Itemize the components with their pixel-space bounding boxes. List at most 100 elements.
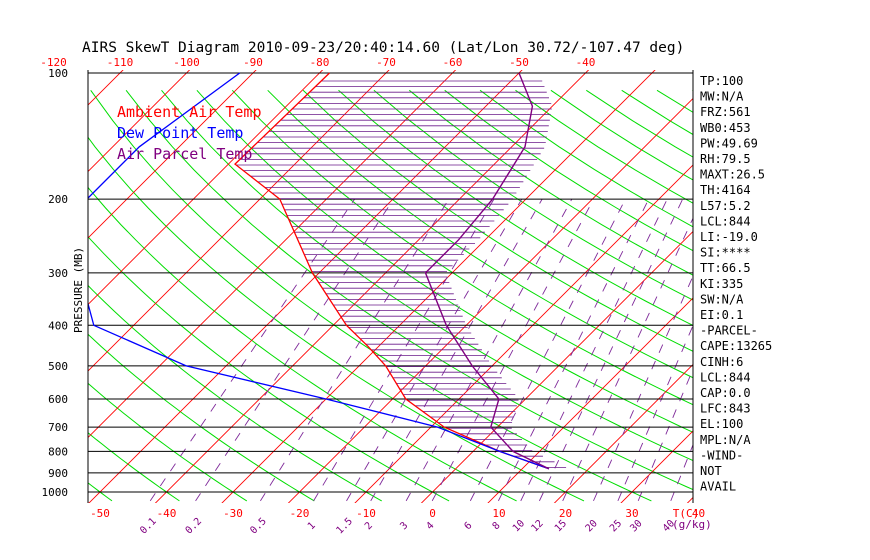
- dry-adiabat: [408, 89, 693, 276]
- series-line-air-parcel-temp: [424, 72, 550, 470]
- stability-index-entry: EL:100: [700, 417, 743, 431]
- isotherm: [88, 70, 390, 372]
- dry-adiabat: [373, 89, 693, 301]
- dry-adiabat: [231, 89, 693, 406]
- legend-entry: Dew Point Temp: [117, 124, 243, 142]
- top-temp-tick-label: -80: [310, 56, 330, 69]
- stability-index-entry: LCL:844: [700, 214, 751, 228]
- bottom-temp-tick-label: 40: [692, 507, 705, 520]
- mixing-ratio-line: [405, 198, 573, 502]
- bottom-temp-tick-label: -10: [356, 507, 376, 520]
- x-axis-unit-label: T(C): [673, 507, 700, 520]
- top-temp-tick-label: -110: [107, 56, 134, 69]
- dry-adiabat: [161, 89, 693, 462]
- grid-layer: [88, 70, 693, 503]
- stability-index-entry: CAPE:13265: [700, 339, 772, 353]
- mixing-ratio-line: [520, 198, 668, 502]
- stability-index-entry: -PARCEL-: [700, 324, 758, 338]
- dry-adiabat: [88, 136, 585, 502]
- stability-index-entry: WB0:453: [700, 121, 751, 135]
- stability-index-entry: RH:79.5: [700, 152, 751, 166]
- bottom-temp-tick-label: -30: [223, 507, 243, 520]
- dry-adiabat: [88, 382, 248, 502]
- dry-adiabat: [302, 89, 693, 352]
- bottom-temp-tick-label: -20: [290, 507, 310, 520]
- legend: Ambient Air Temp Dew Point Temp Air Parcel…: [117, 103, 262, 163]
- bottom-temp-tick-label: 20: [559, 507, 572, 520]
- isotherm: [221, 70, 656, 503]
- mixing-ratio-line: [195, 198, 394, 502]
- dry-adiabat: [88, 284, 382, 502]
- y-axis-label: PRESSURE (MB): [72, 247, 85, 333]
- stability-index-entry: MPL:N/A: [700, 433, 751, 447]
- dry-adiabat: [267, 89, 693, 379]
- bottom-temp-tick-label: -50: [90, 507, 110, 520]
- mixing-ratio-line: [260, 198, 450, 502]
- isotherm: [354, 164, 693, 503]
- dry-adiabat: [88, 432, 180, 502]
- stability-index-entry: KI:335: [700, 277, 743, 291]
- stability-index-entry: SW:N/A: [700, 292, 744, 306]
- pressure-tick-label: 500: [48, 360, 68, 373]
- stability-index-entry: MAXT:26.5: [700, 168, 765, 182]
- stability-index-entry: LCL:844: [700, 370, 751, 384]
- bottom-temp-tick-label: 0: [429, 507, 436, 520]
- pressure-tick-label: 700: [48, 421, 68, 434]
- stability-index-entry: PW:49.69: [700, 136, 758, 150]
- stability-index-entry: -WIND-: [700, 448, 743, 462]
- legend-entry: Ambient Air Temp: [117, 103, 262, 121]
- top-temp-tick-label: -50: [509, 56, 529, 69]
- dry-adiabat: [88, 235, 450, 502]
- stability-index-entry: NOT: [700, 464, 722, 478]
- pressure-tick-label: 1000: [42, 486, 69, 499]
- dry-adiabat: [338, 89, 693, 327]
- top-temp-tick-label: -120: [40, 56, 67, 69]
- bottom-temp-tick-label: -40: [157, 507, 177, 520]
- stability-index-entry: CAP:0.0: [700, 386, 751, 400]
- isotherm: [88, 70, 191, 173]
- stability-index-entry: AVAIL: [700, 480, 736, 494]
- mixing-ratio-line: [562, 217, 693, 502]
- isotherm: [287, 97, 693, 503]
- mixing-ratio-line: [149, 198, 355, 502]
- stability-index-entry: TP:100: [700, 74, 743, 88]
- top-temp-tick-label: -90: [243, 56, 263, 69]
- pressure-tick-label: 800: [48, 445, 68, 458]
- pressure-tick-label: 400: [48, 319, 68, 332]
- mixing-ratio-unit: (g/kg): [672, 518, 712, 531]
- isotherm: [88, 70, 523, 503]
- mixing-ratio-line: [370, 198, 543, 502]
- top-temp-tick-label: -100: [173, 56, 200, 69]
- top-temp-tick-label: -40: [576, 56, 596, 69]
- mixing-ratio-line: [313, 198, 495, 502]
- isotherm: [553, 363, 693, 503]
- isotherm: [88, 70, 457, 439]
- pressure-tick-label: 600: [48, 393, 68, 406]
- mixing-ratio-line: [617, 324, 693, 502]
- pressure-tick-label: 100: [48, 67, 68, 80]
- mixing-ratio-line: [670, 443, 693, 502]
- profiles-layer: [88, 72, 550, 470]
- bottom-temp-tick-label: 30: [625, 507, 638, 520]
- stability-index-entry: MW:N/A: [700, 90, 744, 104]
- mixing-ratio-line: [637, 367, 693, 502]
- mixing-ratio-line: [431, 198, 595, 502]
- stability-index-entry: LFC:843: [700, 402, 751, 416]
- isotherm: [88, 70, 257, 239]
- isotherm: [620, 430, 693, 503]
- stability-index-entry: LI:-19.0: [700, 230, 758, 244]
- dry-adiabat: [196, 89, 693, 433]
- top-temp-tick-label: -70: [376, 56, 396, 69]
- stability-index-entry: TT:66.5: [700, 261, 751, 275]
- dry-adiabat: [88, 333, 315, 502]
- chart-title: AIRS SkewT Diagram 2010-09-23/20:40:14.6…: [82, 40, 684, 56]
- stability-index-entry: TH:4164: [700, 183, 751, 197]
- isotherm: [88, 70, 324, 306]
- stability-index-entry: FRZ:561: [700, 105, 751, 119]
- pressure-tick-label: 900: [48, 467, 68, 480]
- mixing-ratio-line: [538, 198, 684, 502]
- dry-adiabat: [88, 186, 517, 502]
- isotherm: [487, 297, 693, 503]
